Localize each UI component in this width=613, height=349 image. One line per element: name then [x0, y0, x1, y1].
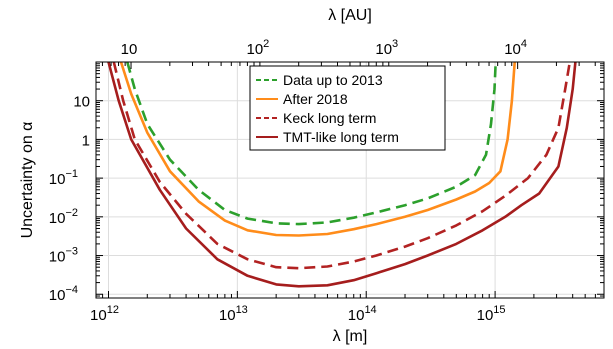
series-line-1 — [126, 62, 497, 226]
series-layer — [107, 62, 577, 288]
y-tick-label-base: 10 — [49, 249, 66, 266]
y-tick-label: 10−1 — [49, 168, 78, 188]
x-tick-label-base: 10 — [477, 307, 494, 324]
x-tick-label-base: 10 — [348, 307, 365, 324]
x-tick-label: 1013 — [219, 304, 248, 324]
top-tick-label: 10 — [121, 41, 138, 58]
ticks — [95, 61, 605, 299]
y-tick-label: 10−3 — [49, 246, 78, 266]
y-tick-label-exp: −1 — [65, 168, 78, 180]
top-tick-label: 104 — [504, 38, 527, 58]
top-tick-label-base: 10 — [121, 41, 138, 58]
legend-label-3: Keck long term — [283, 110, 376, 126]
top-axis-title: λ [AU] — [328, 7, 372, 24]
legend-box — [249, 65, 446, 151]
top-tick-label: 102 — [246, 38, 269, 58]
legend: Data up to 2013 After 2018 Keck long term T… — [249, 65, 446, 151]
y-tick-label-exp: −3 — [65, 246, 78, 258]
top-tick-label-base: 10 — [246, 41, 263, 58]
top-tick-label-exp: 2 — [263, 38, 269, 50]
y-tick-label-base: 10 — [49, 210, 66, 227]
top-tick-label: 103 — [375, 38, 398, 58]
series-line-3 — [112, 62, 572, 270]
top-tick-label-exp: 4 — [521, 38, 527, 50]
x-tick-label: 1015 — [477, 304, 506, 324]
y-axis-title: Uncertainty on α — [19, 122, 36, 239]
x-tick-label-exp: 15 — [493, 304, 505, 316]
y-tick-label: 1 — [82, 132, 90, 149]
x-tick-label-exp: 14 — [364, 304, 376, 316]
legend-label-4: TMT-like long term — [283, 129, 399, 145]
y-tick-label: 10−2 — [49, 207, 78, 227]
x-tick-label: 1012 — [90, 304, 119, 324]
y-tick-label-exp: −2 — [65, 207, 78, 219]
y-tick-label-base: 10 — [49, 287, 66, 304]
y-tick-label-exp: −4 — [65, 284, 78, 296]
top-tick-label-base: 10 — [504, 41, 521, 58]
x-tick-label: 1014 — [348, 304, 377, 324]
x-axis-title: λ [m] — [333, 328, 368, 345]
top-tick-label-exp: 3 — [392, 38, 398, 50]
x-tick-label-base: 10 — [90, 307, 107, 324]
x-tick-label-exp: 12 — [107, 304, 119, 316]
series-line-2 — [119, 62, 516, 237]
series-line-4 — [107, 62, 577, 288]
y-tick-label-base: 10 — [73, 94, 90, 111]
x-tick-label-base: 10 — [219, 307, 236, 324]
top-tick-label-base: 10 — [375, 41, 392, 58]
y-tick-label-base: 10 — [49, 171, 66, 188]
x-tick-label-exp: 13 — [236, 304, 248, 316]
legend-label-1: Data up to 2013 — [283, 72, 383, 88]
legend-label-2: After 2018 — [283, 91, 348, 107]
y-tick-label: 10−4 — [49, 284, 78, 304]
y-tick-label-base: 1 — [82, 132, 90, 149]
y-tick-label: 10 — [73, 94, 90, 111]
